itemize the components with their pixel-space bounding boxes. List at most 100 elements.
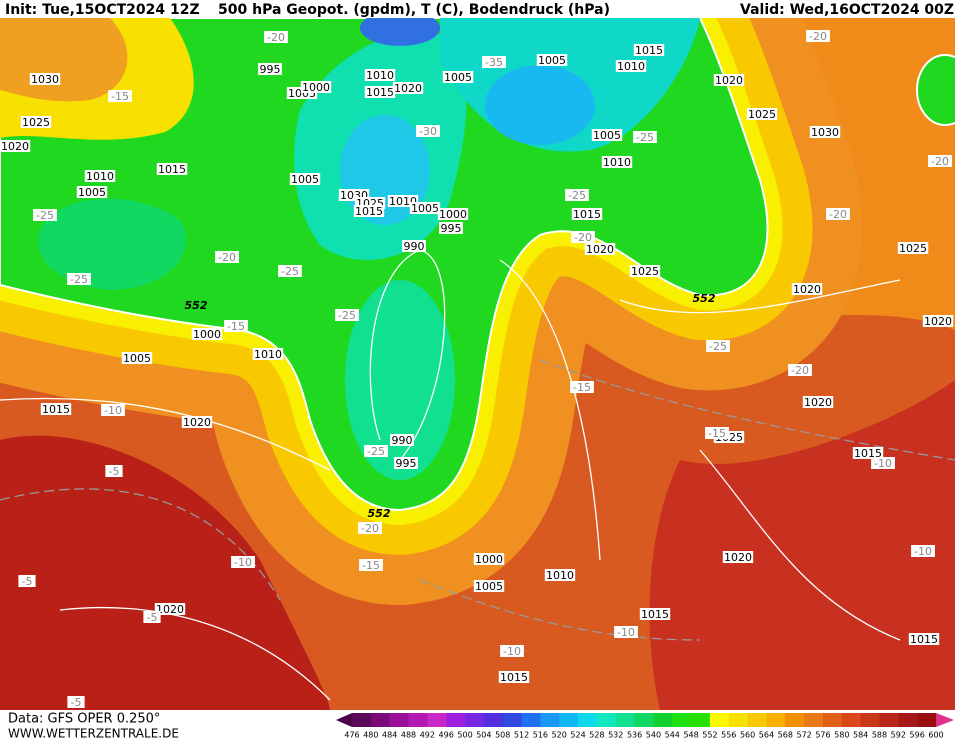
colorbar-swatch [370,713,391,727]
pressure-label: 1015 [158,163,186,176]
temperature-label-box [67,696,85,708]
pressure-label: 1020 [586,243,614,256]
temperature-label-box [33,209,57,221]
temperature-label: -15 [362,559,380,572]
colorbar-swatch [483,713,504,727]
pressure-label: 1020 [724,551,752,564]
pressure-label: 1030 [31,73,59,86]
pressure-label: 1000 [302,81,330,94]
pressure-label: 995 [441,222,462,235]
colorbar-swatch [879,713,899,727]
temperature-label-box [101,404,125,416]
temperature-label-box [264,31,288,43]
colorbar-tick-label: 572 [796,731,811,740]
temperature-label-box [928,155,952,167]
pressure-label: 1020 [156,603,184,616]
temperature-label: -20 [218,251,236,264]
temperature-label-box [500,645,524,657]
pressure-label: 1000 [439,208,467,221]
pressure-label: 1025 [899,242,927,255]
temperature-label-box [788,364,812,376]
temperature-label-box [364,445,388,457]
pressure-label-box [390,434,414,446]
pressure-label-box [300,81,332,93]
pressure-label-box [571,208,603,220]
pressure-label-box [29,73,61,85]
temperature-label: -20 [791,364,809,377]
init-time: Init: Tue,15OCT2024 12Z [5,2,200,18]
temperature-label: -20 [574,231,592,244]
pressure-label: 1015 [355,205,383,218]
pressure-label: 1015 [635,44,663,57]
pressure-label: 1020 [715,74,743,87]
colorbar-tick-label: 556 [721,731,736,740]
colorbar-tick-label: 520 [552,731,567,740]
field-svalbard [485,65,595,145]
temperature-label: -25 [568,189,586,202]
pressure-label-box [392,82,424,94]
colorbar-tick-label: 512 [514,731,529,740]
pressure-label: 990 [392,434,413,447]
field-dark-red [0,435,330,710]
pressure-label: 1000 [193,328,221,341]
colorbar-swatch [653,713,673,727]
temperature-label: -20 [267,31,285,44]
pressure-label: 1015 [42,403,70,416]
temperature-label: -10 [617,626,635,639]
pressure-label-box [852,447,884,459]
map-title: 500 hPa Geopot. (gpdm), T (C), Bodendruc… [218,2,610,18]
temperature-label-box [705,427,729,439]
temperature-label-box [806,30,830,42]
colorbar-swatch [841,713,862,727]
height-label: 552 [368,507,391,520]
colorbar-tick-label: 504 [476,731,491,740]
temperature-label: -15 [111,90,129,103]
colorbar-swatch [408,713,428,727]
pressure-label: 1015 [366,86,394,99]
temperature-label-box [359,559,383,571]
pressure-label: 1020 [924,315,952,328]
colorbar-tick-label: 532 [608,731,623,740]
temperature-label-box [570,381,594,393]
temperature-label: -10 [234,556,252,569]
colorbar-tick-label: 588 [872,731,887,740]
colorbar-tick-label: 480 [363,731,378,740]
isobar [619,279,901,314]
temperature-label-box [108,90,132,102]
pressure-label: 1030 [811,126,839,139]
colorbar-swatch [785,713,805,727]
colorbar-tick-label: 528 [589,731,604,740]
temperature-label: -10 [503,645,521,658]
field-orange-nw [0,18,128,102]
pressure-label: 1010 [603,156,631,169]
pressure-label-box [584,243,616,255]
temperature-label: -25 [338,309,356,322]
colorbar-swatch [502,713,523,727]
temperature-label: -25 [36,209,54,222]
colorbar-swatch [465,713,485,727]
pressure-label: 1015 [573,208,601,221]
colorbar-swatch [352,713,372,727]
pressure-label: 1010 [546,569,574,582]
pressure-label-box [76,186,108,198]
pressure-label-box [409,202,441,214]
temperature-label-box [871,457,895,469]
temperature-label: -25 [636,131,654,144]
temperature-label: -10 [914,545,932,558]
temperature-label: -25 [709,340,727,353]
map-field: 1030102510201015101010059951005100010101… [0,18,955,710]
temperature-label-box [105,465,123,477]
temperature-label: -10 [104,404,122,417]
colorbar-tick-label: 560 [740,731,755,740]
pressure-label: 1015 [910,633,938,646]
temperature-label-box [335,309,359,321]
colorbar-swatch [766,713,786,727]
contour-labels: 1030102510201015101010059951005100010101… [0,30,954,709]
colorbar-swatch [747,713,767,727]
pressure-label-box [601,156,633,168]
colorbar-tick-label: 544 [665,731,680,740]
colorbar-tick-label: 584 [853,731,868,740]
colorbar-arrow-low [336,713,352,727]
field-pole [360,18,440,46]
colorbar-arrow-high [936,713,954,727]
